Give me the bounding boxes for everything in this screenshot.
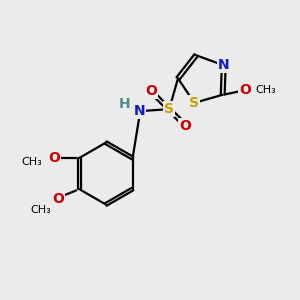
Text: N: N [134,104,146,118]
Text: N: N [218,58,230,72]
Text: CH₃: CH₃ [30,205,51,214]
Text: H: H [118,98,130,111]
Text: CH₃: CH₃ [22,157,42,166]
Text: O: O [52,192,64,206]
Text: O: O [48,151,60,165]
Text: O: O [239,83,251,97]
Text: S: S [189,96,200,110]
Text: O: O [179,118,191,133]
Text: S: S [164,102,174,116]
Text: O: O [145,84,157,98]
Text: CH₃: CH₃ [256,85,276,95]
